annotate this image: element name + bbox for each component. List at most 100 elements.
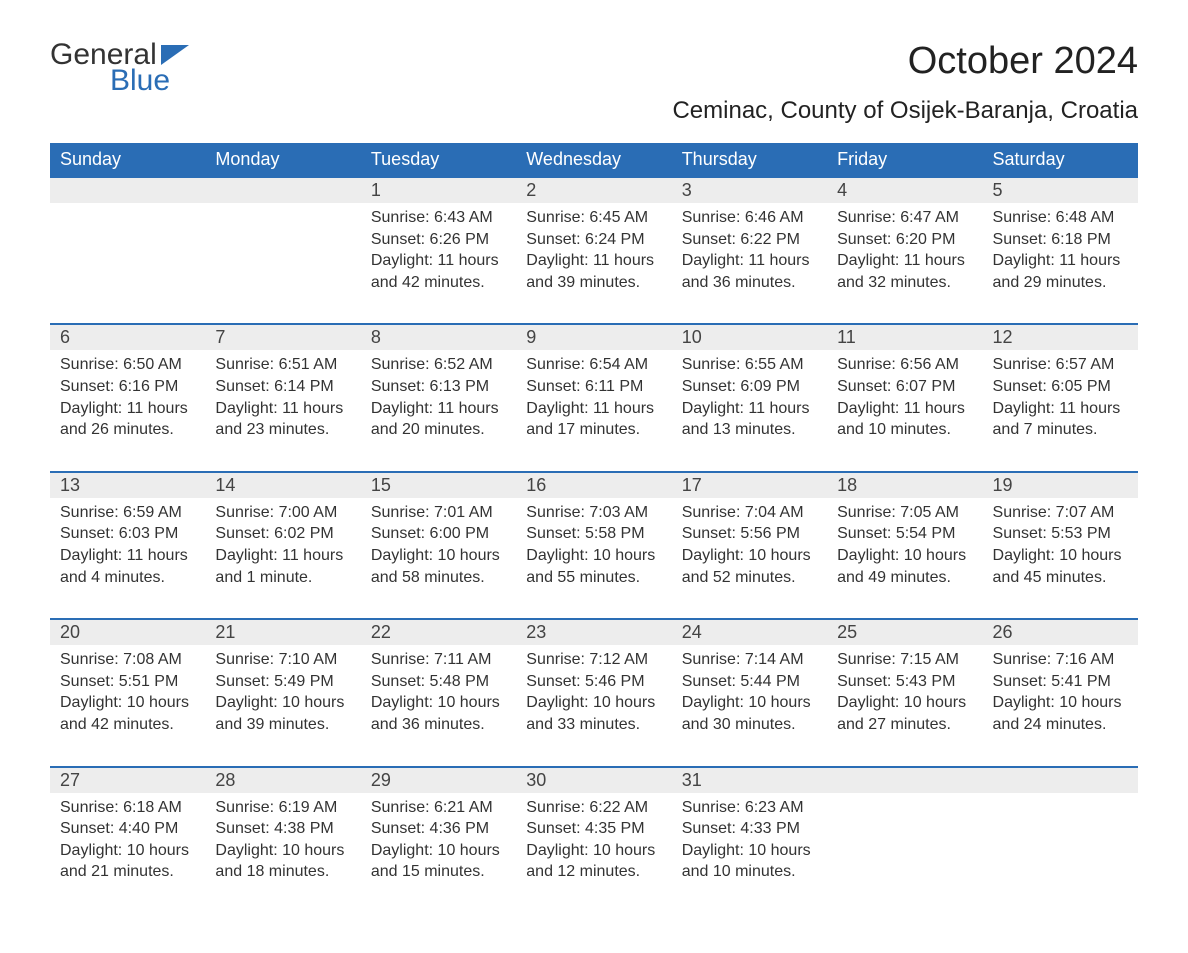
day-number: 1	[371, 180, 381, 200]
day-number-cell: 29	[361, 767, 516, 793]
day-content-cell: Sunrise: 6:23 AMSunset: 4:33 PMDaylight:…	[672, 793, 827, 913]
sunset-text: Sunset: 6:26 PM	[371, 229, 506, 251]
day-number-row: 2728293031	[50, 767, 1138, 793]
daylight-text: Daylight: 10 hours and 15 minutes.	[371, 840, 506, 883]
day-number: 3	[682, 180, 692, 200]
day-number: 7	[215, 327, 225, 347]
sunset-text: Sunset: 4:40 PM	[60, 818, 195, 840]
day-number-cell: 22	[361, 619, 516, 645]
sunrise-text: Sunrise: 6:48 AM	[993, 207, 1128, 229]
day-content-cell: Sunrise: 7:12 AMSunset: 5:46 PMDaylight:…	[516, 645, 671, 766]
sunset-text: Sunset: 5:51 PM	[60, 671, 195, 693]
sunrise-text: Sunrise: 7:01 AM	[371, 502, 506, 524]
sunrise-text: Sunrise: 6:55 AM	[682, 354, 817, 376]
sunrise-text: Sunrise: 7:14 AM	[682, 649, 817, 671]
day-number-cell: 18	[827, 472, 982, 498]
day-content-cell: Sunrise: 7:16 AMSunset: 5:41 PMDaylight:…	[983, 645, 1138, 766]
sunset-text: Sunset: 5:56 PM	[682, 523, 817, 545]
day-number-row: 13141516171819	[50, 472, 1138, 498]
calendar-table: Sunday Monday Tuesday Wednesday Thursday…	[50, 143, 1138, 913]
daylight-text: Daylight: 11 hours and 10 minutes.	[837, 398, 972, 441]
sunrise-text: Sunrise: 6:51 AM	[215, 354, 350, 376]
day-number-cell: 19	[983, 472, 1138, 498]
day-number-cell: 15	[361, 472, 516, 498]
day-number-cell: 14	[205, 472, 360, 498]
sunrise-text: Sunrise: 6:46 AM	[682, 207, 817, 229]
day-content-row: Sunrise: 6:50 AMSunset: 6:16 PMDaylight:…	[50, 350, 1138, 471]
sunrise-text: Sunrise: 6:57 AM	[993, 354, 1128, 376]
month-title: October 2024	[672, 40, 1138, 83]
daylight-text: Daylight: 10 hours and 33 minutes.	[526, 692, 661, 735]
sunset-text: Sunset: 6:24 PM	[526, 229, 661, 251]
weekday-header: Wednesday	[516, 143, 671, 177]
daylight-text: Daylight: 10 hours and 21 minutes.	[60, 840, 195, 883]
day-number-cell: 4	[827, 177, 982, 203]
day-number-cell: 30	[516, 767, 671, 793]
sunset-text: Sunset: 5:49 PM	[215, 671, 350, 693]
day-content-row: Sunrise: 6:18 AMSunset: 4:40 PMDaylight:…	[50, 793, 1138, 913]
day-number-cell: 1	[361, 177, 516, 203]
sunset-text: Sunset: 6:09 PM	[682, 376, 817, 398]
day-content-row: Sunrise: 6:59 AMSunset: 6:03 PMDaylight:…	[50, 498, 1138, 619]
day-content-cell: Sunrise: 7:01 AMSunset: 6:00 PMDaylight:…	[361, 498, 516, 619]
day-content-cell: Sunrise: 6:45 AMSunset: 6:24 PMDaylight:…	[516, 203, 671, 324]
sunset-text: Sunset: 4:36 PM	[371, 818, 506, 840]
day-content-cell: Sunrise: 7:08 AMSunset: 5:51 PMDaylight:…	[50, 645, 205, 766]
daylight-text: Daylight: 10 hours and 30 minutes.	[682, 692, 817, 735]
sunrise-text: Sunrise: 7:05 AM	[837, 502, 972, 524]
day-content-cell: Sunrise: 6:47 AMSunset: 6:20 PMDaylight:…	[827, 203, 982, 324]
day-number: 14	[215, 475, 235, 495]
day-number-row: 20212223242526	[50, 619, 1138, 645]
day-number: 19	[993, 475, 1013, 495]
day-content-cell: Sunrise: 6:51 AMSunset: 6:14 PMDaylight:…	[205, 350, 360, 471]
day-number-cell: 16	[516, 472, 671, 498]
weekday-header: Thursday	[672, 143, 827, 177]
day-content-cell: Sunrise: 7:07 AMSunset: 5:53 PMDaylight:…	[983, 498, 1138, 619]
day-number: 20	[60, 622, 80, 642]
day-content-cell: Sunrise: 6:18 AMSunset: 4:40 PMDaylight:…	[50, 793, 205, 913]
day-content-cell: Sunrise: 6:48 AMSunset: 6:18 PMDaylight:…	[983, 203, 1138, 324]
day-number: 21	[215, 622, 235, 642]
day-number-cell: 2	[516, 177, 671, 203]
daylight-text: Daylight: 11 hours and 20 minutes.	[371, 398, 506, 441]
sunrise-text: Sunrise: 6:43 AM	[371, 207, 506, 229]
flag-icon	[161, 45, 189, 65]
day-number-cell: 23	[516, 619, 671, 645]
sunrise-text: Sunrise: 6:54 AM	[526, 354, 661, 376]
day-content-cell: Sunrise: 6:43 AMSunset: 6:26 PMDaylight:…	[361, 203, 516, 324]
weekday-header: Friday	[827, 143, 982, 177]
day-content-cell: Sunrise: 6:56 AMSunset: 6:07 PMDaylight:…	[827, 350, 982, 471]
day-number-cell: 3	[672, 177, 827, 203]
daylight-text: Daylight: 11 hours and 29 minutes.	[993, 250, 1128, 293]
day-number-cell: 11	[827, 324, 982, 350]
daylight-text: Daylight: 11 hours and 23 minutes.	[215, 398, 350, 441]
day-number: 13	[60, 475, 80, 495]
sunset-text: Sunset: 5:53 PM	[993, 523, 1128, 545]
day-number-cell: 20	[50, 619, 205, 645]
sunset-text: Sunset: 6:00 PM	[371, 523, 506, 545]
daylight-text: Daylight: 10 hours and 27 minutes.	[837, 692, 972, 735]
sunrise-text: Sunrise: 6:50 AM	[60, 354, 195, 376]
day-content-cell: Sunrise: 7:00 AMSunset: 6:02 PMDaylight:…	[205, 498, 360, 619]
day-content-cell	[983, 793, 1138, 913]
day-number: 11	[837, 327, 856, 347]
sunrise-text: Sunrise: 6:47 AM	[837, 207, 972, 229]
sunset-text: Sunset: 6:02 PM	[215, 523, 350, 545]
sunset-text: Sunset: 5:43 PM	[837, 671, 972, 693]
daylight-text: Daylight: 10 hours and 52 minutes.	[682, 545, 817, 588]
daylight-text: Daylight: 10 hours and 18 minutes.	[215, 840, 350, 883]
day-number-cell	[827, 767, 982, 793]
day-content-cell: Sunrise: 7:14 AMSunset: 5:44 PMDaylight:…	[672, 645, 827, 766]
day-content-cell: Sunrise: 7:15 AMSunset: 5:43 PMDaylight:…	[827, 645, 982, 766]
sunset-text: Sunset: 5:46 PM	[526, 671, 661, 693]
sunrise-text: Sunrise: 7:11 AM	[371, 649, 506, 671]
sunrise-text: Sunrise: 6:19 AM	[215, 797, 350, 819]
day-number: 29	[371, 770, 391, 790]
day-number: 30	[526, 770, 546, 790]
daylight-text: Daylight: 10 hours and 12 minutes.	[526, 840, 661, 883]
day-number: 27	[60, 770, 80, 790]
day-content-cell	[205, 203, 360, 324]
daylight-text: Daylight: 10 hours and 49 minutes.	[837, 545, 972, 588]
day-number-cell	[205, 177, 360, 203]
daylight-text: Daylight: 11 hours and 32 minutes.	[837, 250, 972, 293]
